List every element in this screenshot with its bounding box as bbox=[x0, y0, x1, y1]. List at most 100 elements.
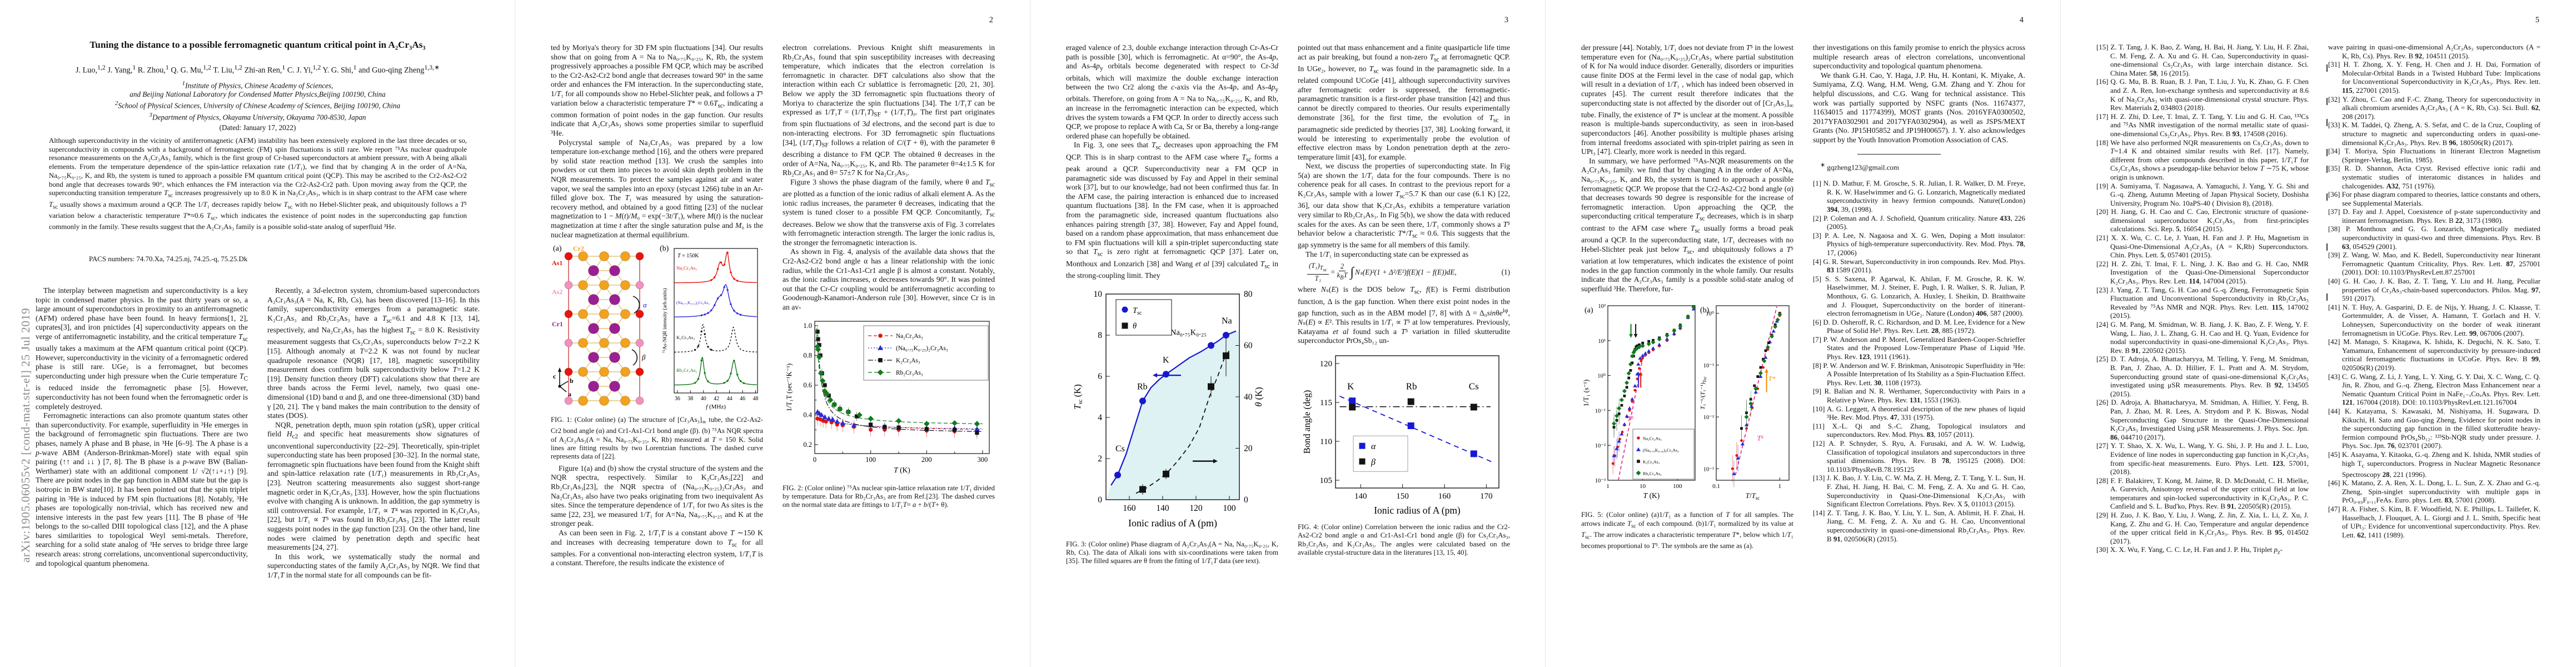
reference-item: [17] H. Z. Zhi, D. Lee, T. Imai, Z. T. T… bbox=[2096, 112, 2309, 138]
svg-text:K₂Cr₃As₃: K₂Cr₃As₃ bbox=[1643, 460, 1660, 465]
svg-text:(Na₀.₇₅K₀.₂₅)₂Cr₃As₃: (Na₀.₇₅K₀.₂₅)₂Cr₃As₃ bbox=[1643, 448, 1679, 453]
paragraph: eraged valence of 2.3, double exchange i… bbox=[1066, 43, 1278, 140]
svg-text:160: 160 bbox=[1438, 492, 1451, 501]
svg-text:Cr2: Cr2 bbox=[573, 245, 584, 252]
page-3: 3 eraged valence of 2.3, double exchange… bbox=[1030, 0, 1546, 667]
svg-text:10⁻¹: 10⁻¹ bbox=[1703, 363, 1714, 369]
reference-item: [26] D. Adroja, A. Bhattacharyya, M. Smi… bbox=[2096, 399, 2309, 441]
svg-text:(a): (a) bbox=[553, 245, 562, 253]
figure-1: (a) (b) Cr2 As1 As2 Cr1 α β c b a Na₂Cr₃As₃ (Na₀.₇₅K… bbox=[551, 243, 763, 414]
reference-item: [6] D. D. Osheroff, R. C. Richardson, an… bbox=[1813, 318, 2025, 335]
svg-text:1: 1 bbox=[1778, 483, 1782, 490]
reference-item: [45] K. Asayama, Y. Kitaoka, G.-q. Zheng… bbox=[2328, 450, 2541, 479]
svg-text:20: 20 bbox=[1244, 444, 1253, 453]
svg-text:10⁰: 10⁰ bbox=[1597, 373, 1606, 380]
svg-text:Rb₂Cr₃As₃: Rb₂Cr₃As₃ bbox=[676, 367, 697, 373]
svg-text:10⁻³: 10⁻³ bbox=[1595, 478, 1606, 484]
svg-text:0.6: 0.6 bbox=[803, 381, 812, 389]
svg-text:10²: 10² bbox=[1598, 303, 1606, 310]
svg-text:0: 0 bbox=[813, 456, 816, 464]
reference-item: [8] P. W. Anderson and W. F. Brinkman, A… bbox=[1813, 361, 2025, 387]
svg-text:K: K bbox=[1163, 355, 1169, 365]
reference-item: wave pairing in quasi-one-dimensional A₂… bbox=[2328, 43, 2540, 60]
reference-item: [42] M. Manago, S. Kitagawa, K. Ishida, … bbox=[2328, 338, 2540, 372]
paragraph: Recently, a 3d-electron system, chromium… bbox=[267, 286, 480, 420]
page2-column-2: electron correlations. Previous Knight s… bbox=[783, 43, 995, 646]
reference-item: [4] G. R. Stewart, Superconductivity in … bbox=[1813, 257, 2025, 275]
reference-item: [11] X.-L. Qi and S.-C. Zhang, Topologic… bbox=[1813, 422, 2025, 439]
svg-text:0: 0 bbox=[1244, 495, 1248, 505]
svg-text:Rb: Rb bbox=[1406, 381, 1417, 392]
svg-text:4: 4 bbox=[1098, 413, 1102, 422]
svg-text:Ionic radius of A (pm): Ionic radius of A (pm) bbox=[1128, 517, 1217, 529]
svg-text:(b): (b) bbox=[1700, 306, 1710, 315]
figure-5: (a) (b) 10⁻³ 10⁻² 10⁻¹ 10⁰ 10¹ 10² 1 10 100 T⁵ Na₂Cr… bbox=[1581, 297, 1793, 509]
svg-text:Rb₂Cr₃As₃: Rb₂Cr₃As₃ bbox=[896, 370, 923, 376]
paragraph: In Fig. 3, one sees that Tsc decreases u… bbox=[1066, 141, 1278, 280]
change-bar bbox=[2326, 64, 2328, 72]
svg-text:120: 120 bbox=[1320, 360, 1333, 369]
change-bar bbox=[2326, 149, 2328, 156]
page2-column-1: ted by Moriya's theory for 3D FM spin fl… bbox=[551, 43, 763, 646]
reference-item: [47] R. A. Fisher, S. Kim, B. F. Woodfie… bbox=[2328, 505, 2540, 539]
svg-text:(b): (b) bbox=[660, 245, 669, 253]
svg-text:Cs: Cs bbox=[1115, 444, 1125, 454]
paragraph: der pressure [44]. Notably, 1/T₁ does no… bbox=[1581, 43, 1793, 156]
svg-text:θ (K): θ (K) bbox=[1253, 387, 1264, 406]
page3-column-1: eraged valence of 2.3, double exchange i… bbox=[1066, 43, 1278, 646]
change-bar bbox=[2326, 166, 2328, 173]
svg-text:2: 2 bbox=[1098, 454, 1102, 464]
arxiv-watermark: arXiv:1905.06055v2 [cond-mat.str-el] 25 … bbox=[19, 307, 32, 563]
reference-item: [24] G. M. Pang, M. Smidman, W. B. Jiang… bbox=[2096, 321, 2309, 355]
svg-text:1/T₁ (s⁻¹): 1/T₁ (s⁻¹) bbox=[1582, 380, 1590, 406]
page-5: 5 [15] Z. T. Tang, J. K. Bao, Z. Wang, H… bbox=[2061, 0, 2576, 667]
reference-item: [31] H. T. Zhong, X. Y. Feng, H. Chen an… bbox=[2328, 61, 2540, 94]
reference-item: [7] P. W. Anderson and P. Morel, General… bbox=[1813, 335, 2025, 361]
svg-text:105: 105 bbox=[1320, 476, 1333, 485]
page-2: 2 ted by Moriya's theory for 3D FM spin … bbox=[515, 0, 1030, 667]
reference-item: [16] Q. G. Mu, B. B. Ruan, B. J. Pan, T.… bbox=[2096, 78, 2309, 112]
affiliations: 1Institute of Physics, Chinese Academy o… bbox=[36, 79, 480, 132]
reference-item: [35] R. D. Shannon, Acta Cryst. Revised … bbox=[2328, 165, 2540, 190]
reference-item: [1] N. D. Mathur, F. M. Grosche, S. R. J… bbox=[1813, 180, 2025, 213]
svg-text:a: a bbox=[568, 390, 571, 398]
svg-text:10⁰: 10⁰ bbox=[1706, 311, 1715, 317]
svg-text:42: 42 bbox=[714, 396, 719, 402]
svg-text:Na: Na bbox=[1222, 316, 1232, 326]
svg-text:8: 8 bbox=[1098, 331, 1102, 340]
svg-text:110: 110 bbox=[1320, 437, 1332, 446]
paragraph: The interplay between magnetism and supe… bbox=[36, 286, 248, 411]
svg-text:T⁵: T⁵ bbox=[1627, 415, 1634, 423]
svg-text:160: 160 bbox=[1123, 504, 1136, 513]
svg-text:Cr1: Cr1 bbox=[552, 320, 563, 328]
reference-item: [27] Y. T. Shao, X. X. Wu, L. Wang, Y. G… bbox=[2096, 442, 2309, 476]
reference-item: [28] F. F. Balakirev, T. Kong, M. Jaime,… bbox=[2096, 476, 2309, 511]
svg-text:10⁻³: 10⁻³ bbox=[1703, 467, 1714, 473]
equation-fraction: 2 kBT bbox=[1337, 262, 1348, 281]
svg-text:10⁻²: 10⁻² bbox=[1595, 444, 1606, 450]
svg-text:1: 1 bbox=[1606, 483, 1610, 490]
figure-3-caption: FIG. 3: (Color online) Phase diagram of … bbox=[1066, 540, 1278, 565]
figure-5-graphic: (a) (b) 10⁻³ 10⁻² 10⁻¹ 10⁰ 10¹ 10² 1 10 100 T⁵ Na₂Cr… bbox=[1582, 303, 1790, 501]
paragraph: In this work, we systematically study th… bbox=[267, 552, 480, 579]
reference-item: [20] H. Jiang, G. H. Cao and C. Cao, Ele… bbox=[2096, 208, 2309, 233]
svg-text:0.2: 0.2 bbox=[803, 440, 812, 448]
figure-4-caption: FIG. 4: (Color online) Correlation betwe… bbox=[1298, 523, 1510, 557]
svg-text:T*: T* bbox=[1768, 375, 1776, 382]
svg-text:6: 6 bbox=[1098, 372, 1102, 381]
page5-column-2: wave pairing in quasi-one-dimensional A₂… bbox=[2328, 43, 2540, 646]
page1-column-1: The interplay between magnetism and supe… bbox=[36, 286, 248, 620]
svg-text:120: 120 bbox=[1189, 504, 1203, 513]
svg-text:40: 40 bbox=[701, 396, 706, 402]
svg-text:80: 80 bbox=[1244, 290, 1253, 299]
svg-text:θ: θ bbox=[1133, 322, 1137, 331]
references-list: [15] Z. T. Tang, J. K. Bao, Z. Wang, H. … bbox=[2096, 43, 2309, 558]
paragraph: ther investigations on this family promi… bbox=[1813, 43, 2025, 71]
reference-item: [12] A. P. Schnyder, S. Ryu, A. Furusaki… bbox=[1813, 440, 2025, 474]
authors: J. Luo,1,2 J. Yang,1 R. Zhou,1 Q. G. Mu,… bbox=[76, 63, 440, 75]
change-bar bbox=[2326, 243, 2328, 251]
page5-column-1: [15] Z. T. Tang, J. K. Bao, Z. Wang, H. … bbox=[2096, 43, 2309, 646]
figure-3: Cs Rb K Na₀.₇₅K₀.₂₅ Na Tsc θ 160 140 120 100 0 2 4 6 8 1… bbox=[1066, 284, 1278, 539]
svg-text:140: 140 bbox=[1156, 504, 1169, 513]
